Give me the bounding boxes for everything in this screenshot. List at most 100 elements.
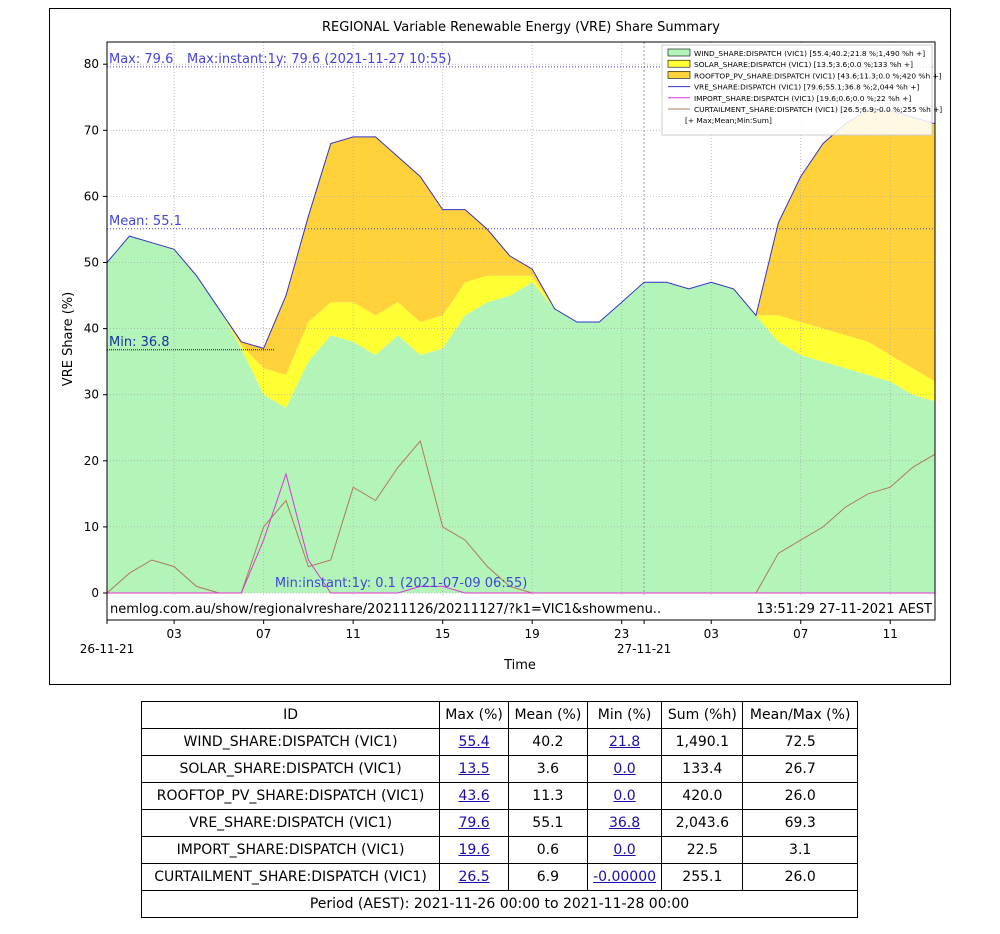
legend-entry: ROOFTOP_PV_SHARE:DISPATCH (VIC1) [43.6;1… bbox=[694, 71, 942, 80]
min-value-link[interactable]: 36.8 bbox=[608, 815, 641, 831]
max-label: Max: 79.6 bbox=[109, 52, 173, 67]
table-header-cell: Max (%) bbox=[439, 701, 510, 729]
table-cell: WIND_SHARE:DISPATCH (VIC1) bbox=[140, 728, 441, 756]
table-cell: 3.1 bbox=[742, 836, 858, 864]
table-cell: 26.5 bbox=[439, 863, 510, 891]
y-tick-label: 0 bbox=[91, 586, 99, 600]
min-value-link[interactable]: 0.0 bbox=[613, 788, 636, 804]
min-value-link[interactable]: 0.0 bbox=[613, 761, 636, 777]
x-tick-label: 07 bbox=[256, 627, 271, 641]
max-value-link[interactable]: 19.6 bbox=[458, 842, 490, 858]
min-value-link[interactable]: 0.0 bbox=[613, 842, 636, 858]
y-tick-label: 70 bbox=[84, 123, 99, 137]
table-cell: 26.0 bbox=[742, 863, 858, 891]
table-cell: 55.1 bbox=[508, 809, 588, 837]
table-cell: IMPORT_SHARE:DISPATCH (VIC1) bbox=[140, 836, 441, 864]
x-tick-label: 07 bbox=[793, 627, 808, 641]
table-row: CURTAILMENT_SHARE:DISPATCH (VIC1) 26.5 6.9… bbox=[140, 863, 858, 891]
legend-entry: VRE_SHARE:DISPATCH (VIC1) [79.6;55.1;36.… bbox=[694, 83, 919, 92]
table-header-cell: ID bbox=[140, 701, 441, 729]
max-value-link[interactable]: 26.5 bbox=[458, 869, 490, 885]
table-cell: 0.0 bbox=[586, 782, 663, 810]
min-value-link[interactable]: 21.8 bbox=[608, 734, 641, 750]
max-value-link[interactable]: 79.6 bbox=[458, 815, 490, 831]
table-cell: 13.5 bbox=[439, 755, 510, 783]
table-cell: 55.4 bbox=[439, 728, 510, 756]
x-tick-label: 03 bbox=[166, 627, 181, 641]
table-cell: VRE_SHARE:DISPATCH (VIC1) bbox=[140, 809, 441, 837]
y-axis-label: VRE Share (%) bbox=[61, 292, 76, 386]
table-cell: ROOFTOP_PV_SHARE:DISPATCH (VIC1) bbox=[140, 782, 441, 810]
x-date-label: 27-11-21 bbox=[617, 642, 671, 656]
table-cell: 26.7 bbox=[742, 755, 858, 783]
table-row: VRE_SHARE:DISPATCH (VIC1) 79.6 55.1 36.8 2,0… bbox=[140, 809, 858, 837]
table-cell: 6.9 bbox=[508, 863, 588, 891]
y-tick-label: 30 bbox=[84, 388, 99, 402]
legend-entry: IMPORT_SHARE:DISPATCH (VIC1) [19.6;0.6;0… bbox=[694, 94, 911, 103]
table-cell: 0.6 bbox=[508, 836, 588, 864]
chart: Max: 79.6 Max:instant:1y: 79.6 (2021-11-2… bbox=[61, 20, 942, 673]
table-cell: 22.5 bbox=[661, 836, 744, 864]
table-cell: 11.3 bbox=[508, 782, 588, 810]
y-tick-label: 40 bbox=[84, 322, 99, 336]
table-cell: 420.0 bbox=[661, 782, 744, 810]
source-url: nemlog.com.au/show/regionalvreshare/2021… bbox=[110, 602, 661, 617]
table-cell: CURTAILMENT_SHARE:DISPATCH (VIC1) bbox=[140, 863, 441, 891]
min-value-link[interactable]: -0.00000 bbox=[593, 869, 657, 885]
table-footer-row: Period (AEST): 2021-11-26 00:00 to 2021-… bbox=[141, 890, 858, 918]
legend-swatch bbox=[667, 59, 691, 68]
table-header-row: ID Max (%) Mean (%) Min (%) Sum (%h) Mean/Max… bbox=[140, 701, 858, 729]
x-tick-label: 03 bbox=[704, 627, 719, 641]
y-tick-label: 80 bbox=[84, 57, 99, 71]
table-cell: 0.0 bbox=[586, 836, 663, 864]
url-strip bbox=[107, 595, 935, 620]
summary-table: ID Max (%) Mean (%) Min (%) Sum (%h) Mean/Max… bbox=[140, 701, 858, 918]
plot-border bbox=[106, 41, 936, 621]
table-header-cell: Mean/Max (%) bbox=[742, 701, 858, 729]
chart-title: REGIONAL Variable Renewable Energy (VRE)… bbox=[322, 20, 720, 35]
x-axis-label: Time bbox=[503, 658, 536, 673]
x-tick-label: 23 bbox=[614, 627, 629, 641]
x-tick-label: 11 bbox=[883, 627, 898, 641]
chart-timestamp: 13:51:29 27-11-2021 AEST bbox=[757, 602, 933, 617]
min-label: Min: 36.8 bbox=[109, 335, 170, 350]
legend-swatch bbox=[667, 48, 691, 57]
solar-share-area bbox=[107, 236, 935, 408]
max-value-link[interactable]: 13.5 bbox=[458, 761, 490, 777]
chart-frame: Max: 79.6 Max:instant:1y: 79.6 (2021-11-2… bbox=[49, 8, 951, 685]
period-label: Period (AEST): 2021-11-26 00:00 to 2021-… bbox=[141, 890, 858, 918]
rooftop-pv-share-area bbox=[107, 110, 935, 382]
wind-share-area bbox=[107, 236, 935, 593]
table-header-cell: Sum (%h) bbox=[661, 701, 744, 729]
table-cell: 2,043.6 bbox=[661, 809, 744, 837]
table-cell: 133.4 bbox=[661, 755, 744, 783]
legend-box bbox=[661, 44, 933, 136]
x-tick-label: 19 bbox=[525, 627, 540, 641]
legend-entry: WIND_SHARE:DISPATCH (VIC1) [55.4;40.2;21… bbox=[694, 49, 925, 58]
table-cell: 3.6 bbox=[508, 755, 588, 783]
legend-swatch bbox=[667, 71, 691, 79]
curtailment-share-line bbox=[106, 439, 936, 594]
table-cell: 255.1 bbox=[661, 863, 744, 891]
x-tick-label: 15 bbox=[435, 627, 450, 641]
table-row: SOLAR_SHARE:DISPATCH (VIC1) 13.5 3.6 0.0 133… bbox=[140, 755, 858, 783]
max-value-link[interactable]: 43.6 bbox=[458, 788, 490, 804]
table-cell: 36.8 bbox=[586, 809, 663, 837]
min-instant-label: Min:instant:1y: 0.1 (2021-07-09 06:55) bbox=[275, 576, 527, 591]
table-cell: 72.5 bbox=[742, 728, 858, 756]
max-value-link[interactable]: 55.4 bbox=[458, 734, 490, 750]
legend-entry: [+ Max;Mean;Min:Sum] bbox=[685, 116, 772, 125]
table-row: WIND_SHARE:DISPATCH (VIC1) 55.4 40.2 21.8 1,… bbox=[140, 728, 858, 756]
table-row: ROOFTOP_PV_SHARE:DISPATCH (VIC1) 43.6 11.3… bbox=[140, 782, 858, 810]
import-share-line bbox=[107, 472, 935, 594]
vre-share-line bbox=[106, 110, 936, 350]
y-tick-label: 60 bbox=[84, 189, 99, 203]
table-cell: SOLAR_SHARE:DISPATCH (VIC1) bbox=[140, 755, 441, 783]
table-cell: 79.6 bbox=[439, 809, 510, 837]
table-cell: 40.2 bbox=[508, 728, 588, 756]
table-cell: -0.00000 bbox=[586, 863, 663, 891]
y-tick-label: 50 bbox=[84, 256, 99, 270]
table-header-cell: Mean (%) bbox=[508, 701, 588, 729]
table-row: IMPORT_SHARE:DISPATCH (VIC1) 19.6 0.6 0.0 22… bbox=[140, 836, 858, 864]
table-cell: 0.0 bbox=[586, 755, 663, 783]
